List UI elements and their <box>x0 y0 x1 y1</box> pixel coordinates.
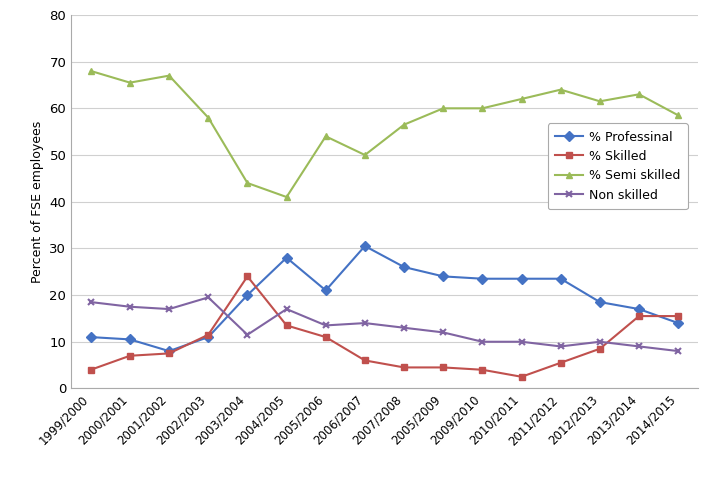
% Semi skilled <box>204 115 212 121</box>
% Professinal <box>556 276 565 282</box>
Non skilled <box>282 306 290 312</box>
% Skilled <box>439 365 447 371</box>
% Skilled <box>674 313 682 319</box>
Non skilled <box>517 339 525 345</box>
% Skilled <box>399 365 408 371</box>
Non skilled <box>399 325 408 331</box>
Legend: % Professinal, % Skilled, % Semi skilled, Non skilled: % Professinal, % Skilled, % Semi skilled… <box>548 124 688 209</box>
% Professinal <box>517 276 525 282</box>
% Skilled <box>595 346 604 352</box>
% Skilled <box>164 351 174 357</box>
% Professinal <box>439 273 447 279</box>
Non skilled <box>360 320 369 326</box>
% Semi skilled <box>243 180 252 186</box>
% Skilled <box>87 367 95 373</box>
Non skilled <box>164 306 174 312</box>
% Professinal <box>478 276 487 282</box>
% Professinal <box>674 320 682 326</box>
% Semi skilled <box>125 80 134 86</box>
% Semi skilled <box>439 105 447 111</box>
Line: Non skilled: Non skilled <box>88 294 681 355</box>
Non skilled <box>478 339 487 345</box>
% Skilled <box>478 367 487 373</box>
% Semi skilled <box>164 73 174 79</box>
% Professinal <box>164 348 174 354</box>
% Professinal <box>243 292 252 298</box>
% Semi skilled <box>517 96 525 102</box>
% Skilled <box>635 313 644 319</box>
Y-axis label: Percent of FSE employees: Percent of FSE employees <box>31 121 44 283</box>
% Professinal <box>635 306 644 312</box>
Non skilled <box>556 344 565 350</box>
% Semi skilled <box>360 152 369 158</box>
% Professinal <box>282 255 290 261</box>
% Semi skilled <box>399 122 408 127</box>
% Skilled <box>556 360 565 366</box>
Non skilled <box>125 304 134 310</box>
% Professinal <box>322 287 330 293</box>
Non skilled <box>439 330 447 336</box>
% Semi skilled <box>478 105 487 111</box>
% Professinal <box>595 299 604 305</box>
Line: % Semi skilled: % Semi skilled <box>88 68 681 201</box>
% Semi skilled <box>282 194 290 200</box>
Non skilled <box>87 299 95 305</box>
Non skilled <box>674 348 682 354</box>
% Semi skilled <box>595 98 604 104</box>
% Professinal <box>399 264 408 270</box>
% Skilled <box>360 358 369 364</box>
Non skilled <box>322 322 330 328</box>
% Skilled <box>322 334 330 340</box>
% Professinal <box>360 243 369 249</box>
% Skilled <box>125 353 134 359</box>
% Semi skilled <box>87 68 95 74</box>
Non skilled <box>243 332 252 338</box>
% Semi skilled <box>556 87 565 93</box>
Non skilled <box>204 294 212 300</box>
% Semi skilled <box>635 91 644 97</box>
% Professinal <box>87 334 95 340</box>
Line: % Skilled: % Skilled <box>88 273 681 380</box>
% Semi skilled <box>322 133 330 139</box>
% Semi skilled <box>674 113 682 119</box>
Line: % Professinal: % Professinal <box>88 243 681 355</box>
Non skilled <box>635 344 644 350</box>
% Professinal <box>125 337 134 343</box>
% Skilled <box>517 374 525 380</box>
% Professinal <box>204 334 212 340</box>
% Skilled <box>243 273 252 279</box>
% Skilled <box>204 332 212 338</box>
Non skilled <box>595 339 604 345</box>
% Skilled <box>282 322 290 328</box>
